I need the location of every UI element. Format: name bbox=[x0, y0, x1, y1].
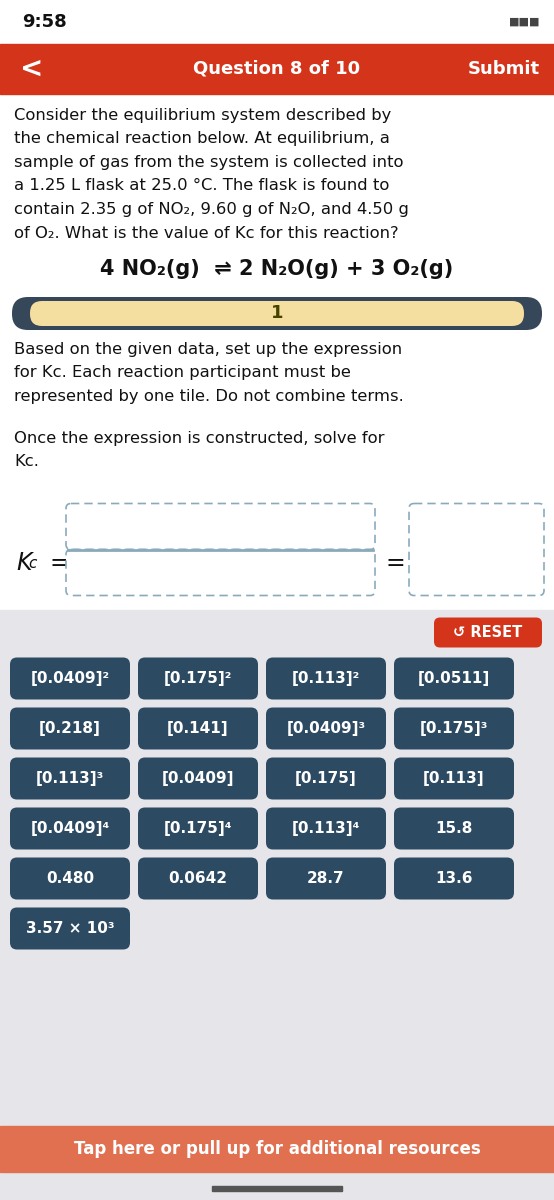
Text: Kc.: Kc. bbox=[14, 454, 39, 469]
FancyBboxPatch shape bbox=[138, 858, 258, 900]
Text: 0.0642: 0.0642 bbox=[168, 871, 228, 886]
Text: [0.0409]⁴: [0.0409]⁴ bbox=[30, 821, 110, 836]
FancyBboxPatch shape bbox=[394, 757, 514, 799]
FancyBboxPatch shape bbox=[138, 757, 258, 799]
FancyBboxPatch shape bbox=[394, 658, 514, 700]
Text: Submit: Submit bbox=[468, 60, 540, 78]
FancyBboxPatch shape bbox=[30, 301, 524, 326]
FancyBboxPatch shape bbox=[138, 708, 258, 750]
FancyBboxPatch shape bbox=[266, 708, 386, 750]
FancyBboxPatch shape bbox=[266, 658, 386, 700]
Text: Tap here or pull up for additional resources: Tap here or pull up for additional resou… bbox=[74, 1140, 480, 1158]
FancyBboxPatch shape bbox=[266, 858, 386, 900]
FancyBboxPatch shape bbox=[10, 708, 130, 750]
Text: =: = bbox=[385, 551, 405, 575]
FancyBboxPatch shape bbox=[434, 618, 542, 648]
Text: [0.175]²: [0.175]² bbox=[164, 671, 232, 686]
Text: 15.8: 15.8 bbox=[435, 821, 473, 836]
FancyBboxPatch shape bbox=[409, 504, 544, 595]
Text: Question 8 of 10: Question 8 of 10 bbox=[193, 60, 361, 78]
Text: the chemical reaction below. At equilibrium, a: the chemical reaction below. At equilibr… bbox=[14, 132, 390, 146]
Text: [0.0511]: [0.0511] bbox=[418, 671, 490, 686]
Text: 28.7: 28.7 bbox=[307, 871, 345, 886]
Text: [0.113]: [0.113] bbox=[423, 770, 485, 786]
Text: contain 2.35 g of NO₂, 9.60 g of N₂O, and 4.50 g: contain 2.35 g of NO₂, 9.60 g of N₂O, an… bbox=[14, 202, 409, 217]
Text: [0.113]²: [0.113]² bbox=[292, 671, 360, 686]
Text: 1: 1 bbox=[271, 305, 283, 323]
Text: c: c bbox=[28, 557, 37, 571]
Bar bbox=[0, 0, 554, 44]
FancyBboxPatch shape bbox=[66, 550, 375, 595]
Text: K: K bbox=[16, 551, 32, 575]
Text: ↺ RESET: ↺ RESET bbox=[453, 625, 522, 640]
FancyBboxPatch shape bbox=[266, 757, 386, 799]
Text: Once the expression is constructed, solve for: Once the expression is constructed, solv… bbox=[14, 431, 384, 445]
Text: represented by one tile. Do not combine terms.: represented by one tile. Do not combine … bbox=[14, 389, 404, 404]
Text: 13.6: 13.6 bbox=[435, 871, 473, 886]
Text: a 1.25 L flask at 25.0 °C. The flask is found to: a 1.25 L flask at 25.0 °C. The flask is … bbox=[14, 179, 389, 193]
Text: of O₂. What is the value of Kc for this reaction?: of O₂. What is the value of Kc for this … bbox=[14, 226, 399, 240]
FancyBboxPatch shape bbox=[66, 504, 375, 550]
Text: for Kc. Each reaction participant must be: for Kc. Each reaction participant must b… bbox=[14, 366, 351, 380]
Text: =: = bbox=[50, 551, 70, 575]
Text: [0.0409]: [0.0409] bbox=[162, 770, 234, 786]
Bar bbox=[212, 1186, 342, 1190]
FancyBboxPatch shape bbox=[10, 658, 130, 700]
FancyBboxPatch shape bbox=[394, 808, 514, 850]
FancyBboxPatch shape bbox=[10, 907, 130, 949]
FancyBboxPatch shape bbox=[138, 808, 258, 850]
Text: [0.218]: [0.218] bbox=[39, 721, 101, 736]
FancyBboxPatch shape bbox=[10, 757, 130, 799]
Bar bbox=[0, 610, 554, 1200]
Text: 4 NO₂(g)  ⇌ 2 N₂O(g) + 3 O₂(g): 4 NO₂(g) ⇌ 2 N₂O(g) + 3 O₂(g) bbox=[100, 259, 454, 278]
FancyBboxPatch shape bbox=[394, 708, 514, 750]
Text: Based on the given data, set up the expression: Based on the given data, set up the expr… bbox=[14, 342, 402, 358]
Bar bbox=[0, 44, 554, 94]
Bar bbox=[0, 1126, 554, 1172]
Text: ■■■: ■■■ bbox=[509, 17, 540, 26]
Text: 9:58: 9:58 bbox=[22, 13, 66, 31]
Text: Consider the equilibrium system described by: Consider the equilibrium system describe… bbox=[14, 108, 391, 122]
Text: [0.175]³: [0.175]³ bbox=[420, 721, 488, 736]
FancyBboxPatch shape bbox=[394, 858, 514, 900]
FancyBboxPatch shape bbox=[138, 658, 258, 700]
Text: [0.175]⁴: [0.175]⁴ bbox=[164, 821, 232, 836]
Text: 0.480: 0.480 bbox=[46, 871, 94, 886]
Text: [0.0409]²: [0.0409]² bbox=[30, 671, 110, 686]
Text: sample of gas from the system is collected into: sample of gas from the system is collect… bbox=[14, 155, 403, 170]
Text: [0.0409]³: [0.0409]³ bbox=[286, 721, 366, 736]
FancyBboxPatch shape bbox=[10, 808, 130, 850]
FancyBboxPatch shape bbox=[266, 808, 386, 850]
FancyBboxPatch shape bbox=[12, 296, 542, 330]
Text: [0.141]: [0.141] bbox=[167, 721, 229, 736]
Text: 3.57 × 10³: 3.57 × 10³ bbox=[25, 922, 114, 936]
FancyBboxPatch shape bbox=[10, 858, 130, 900]
Text: [0.175]: [0.175] bbox=[295, 770, 357, 786]
Text: <: < bbox=[20, 55, 43, 83]
Text: [0.113]³: [0.113]³ bbox=[36, 770, 104, 786]
Text: [0.113]⁴: [0.113]⁴ bbox=[292, 821, 360, 836]
